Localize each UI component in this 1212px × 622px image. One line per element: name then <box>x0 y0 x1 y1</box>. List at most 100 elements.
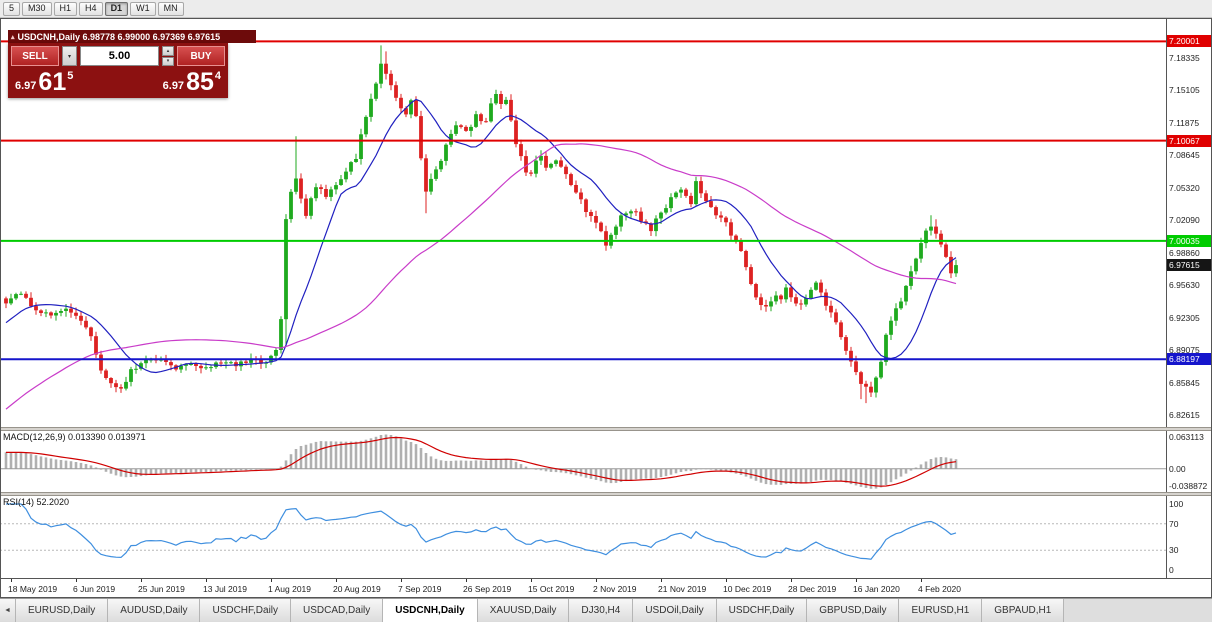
lot-size-input[interactable] <box>80 46 159 66</box>
collapse-panel-icon[interactable]: ▴ <box>11 33 15 41</box>
axis-label: 7.08645 <box>1169 149 1200 160</box>
date-tick <box>466 579 467 582</box>
axis-label: 0.063113 <box>1169 432 1204 442</box>
chart-tab-usdchf-daily[interactable]: USDCHF,Daily <box>200 599 292 622</box>
chart-tab-usdchf-daily[interactable]: USDCHF,Daily <box>716 599 808 622</box>
lot-decrease-button[interactable]: ▾ <box>162 56 174 66</box>
axis-label: 100 <box>1169 499 1184 509</box>
timeframe-button-w1[interactable]: W1 <box>130 1 156 16</box>
chart-tab-bar: ◄ EURUSD,Daily AUDUSD,Daily USDCHF,Daily USD… <box>0 598 1212 622</box>
macd-label: MACD(12,26,9) 0.013390 0.013971 <box>3 432 146 442</box>
price-axis[interactable]: 7.18335 7.15105 7.11875 7.08645 7.05320 7.020… <box>1166 18 1212 427</box>
lot-increase-button[interactable]: ▴ <box>162 46 174 56</box>
timeframe-button-d1[interactable]: D1 <box>104 1 129 16</box>
pane-splitter-macd[interactable] <box>0 427 1212 431</box>
date-tick <box>661 579 662 582</box>
date-tick <box>271 579 272 582</box>
macd-pane[interactable]: MACD(12,26,9) 0.013390 0.013971 <box>0 431 1166 492</box>
buy-price-sup: 4 <box>214 70 221 82</box>
macd-axis[interactable]: 0.063113 0.00 -0.038872 <box>1166 431 1212 492</box>
macd-canvas[interactable] <box>0 431 1166 492</box>
date-tick <box>531 579 532 582</box>
axis-label: 70 <box>1169 518 1179 529</box>
date-tick <box>206 579 207 582</box>
date-tick <box>11 579 12 582</box>
tab-scroll-left-button[interactable]: ◄ <box>0 599 16 622</box>
main-chart-canvas[interactable] <box>0 18 1166 427</box>
chart-tab-eurusd-daily[interactable]: EURUSD,Daily <box>16 599 109 622</box>
date-tick <box>141 579 142 582</box>
chart-tab-audusd-daily[interactable]: AUDUSD,Daily <box>108 599 201 622</box>
lot-dropdown-button[interactable]: ▾ <box>62 46 77 66</box>
chart-tab-eurusd-h1[interactable]: EURUSD,H1 <box>899 599 983 622</box>
chart-title-bar: ▴ USDCNH,Daily 6.98778 6.99000 6.97369 6… <box>8 30 256 43</box>
level-price-badge: 6.88197 <box>1167 353 1212 366</box>
date-axis-label: 26 Sep 2019 <box>463 584 512 594</box>
date-tick <box>336 579 337 582</box>
lot-stepper: ▴ ▾ <box>162 46 174 66</box>
date-axis-label: 1 Aug 2019 <box>268 584 312 594</box>
date-axis-label: 28 Dec 2019 <box>788 584 837 594</box>
level-price-badge: 7.00035 <box>1167 234 1212 247</box>
date-tick <box>791 579 792 582</box>
timeframe-button-mn[interactable]: MN <box>157 1 184 16</box>
main-chart-pane[interactable]: ▴ USDCNH,Daily 6.98778 6.99000 6.97369 6… <box>0 18 1166 427</box>
timeframe-button-5[interactable]: 5 <box>3 1 21 16</box>
timeframe-button-h1[interactable]: H1 <box>53 1 78 16</box>
date-axis-label: 10 Dec 2019 <box>723 584 772 594</box>
axis-label: 0 <box>1169 565 1174 575</box>
date-axis-label: 18 May 2019 <box>8 584 58 594</box>
chart-tab-gbpaud-h1[interactable]: GBPAUD,H1 <box>982 599 1065 622</box>
axis-label: 7.05320 <box>1169 183 1200 194</box>
axis-label: 6.85845 <box>1169 377 1200 388</box>
rsi-pane[interactable]: RSI(14) 52.2020 <box>0 496 1166 578</box>
date-axis-label: 2 Nov 2019 <box>593 584 637 594</box>
buy-price[interactable]: 6.97 85 4 <box>162 70 221 95</box>
chart-tab-usdcad-daily[interactable]: USDCAD,Daily <box>291 599 384 622</box>
axis-label: 7.02090 <box>1169 215 1200 226</box>
sell-price[interactable]: 6.97 61 5 <box>15 70 73 95</box>
timeframe-button-h4[interactable]: H4 <box>79 1 103 16</box>
date-axis-label: 16 Jan 2020 <box>853 584 900 594</box>
axis-label: 6.89075 <box>1169 345 1200 356</box>
date-tick <box>76 579 77 582</box>
axis-label: 6.98860 <box>1169 247 1200 258</box>
axis-label: 30 <box>1169 545 1179 556</box>
level-price-badge: 7.20001 <box>1167 35 1212 48</box>
date-tick <box>856 579 857 582</box>
rsi-canvas[interactable] <box>0 496 1166 578</box>
axis-label: 0.00 <box>1169 463 1186 474</box>
date-axis[interactable]: 18 May 2019 6 Jun 2019 25 Jun 2019 13 Jul 2… <box>0 578 1212 598</box>
chart-tab-xauusd-daily[interactable]: XAUUSD,Daily <box>477 599 570 622</box>
buy-button[interactable]: BUY <box>177 46 225 66</box>
axis-label: 7.18335 <box>1169 53 1200 63</box>
axis-label: 6.82615 <box>1169 410 1200 420</box>
timeframe-button-m30[interactable]: M30 <box>22 1 52 16</box>
date-axis-label: 13 Jul 2019 <box>203 584 247 594</box>
axis-label: -0.038872 <box>1169 481 1208 491</box>
axis-label: 6.95630 <box>1169 279 1200 290</box>
pane-splitter-rsi[interactable] <box>0 492 1212 496</box>
date-axis-label: 4 Feb 2020 <box>918 584 962 594</box>
chart-tab-usdcnh-daily[interactable]: USDCNH,Daily <box>383 599 478 622</box>
chart-tab-gbpusd-daily[interactable]: GBPUSD,Daily <box>807 599 900 622</box>
date-tick <box>921 579 922 582</box>
axis-label: 7.15105 <box>1169 85 1200 96</box>
axis-label: 7.11875 <box>1169 117 1200 128</box>
date-tick <box>401 579 402 582</box>
date-axis-label: 15 Oct 2019 <box>528 584 575 594</box>
rsi-label: RSI(14) 52.2020 <box>3 497 70 507</box>
date-axis-label: 6 Jun 2019 <box>73 584 116 594</box>
chart-tab-dj30-h4[interactable]: DJ30,H4 <box>569 599 634 622</box>
sell-button[interactable]: SELL <box>11 46 59 66</box>
date-axis-label: 7 Sep 2019 <box>398 584 442 594</box>
buy-price-prefix: 6.97 <box>162 80 185 92</box>
rsi-axis[interactable]: 100 70 30 0 <box>1166 496 1212 578</box>
sell-price-prefix: 6.97 <box>15 80 37 92</box>
date-axis-label: 20 Aug 2019 <box>333 584 381 594</box>
chart-tab-usdoil-daily[interactable]: USDOil,Daily <box>633 599 717 622</box>
axis-label: 6.92305 <box>1169 313 1200 324</box>
date-tick <box>726 579 727 582</box>
